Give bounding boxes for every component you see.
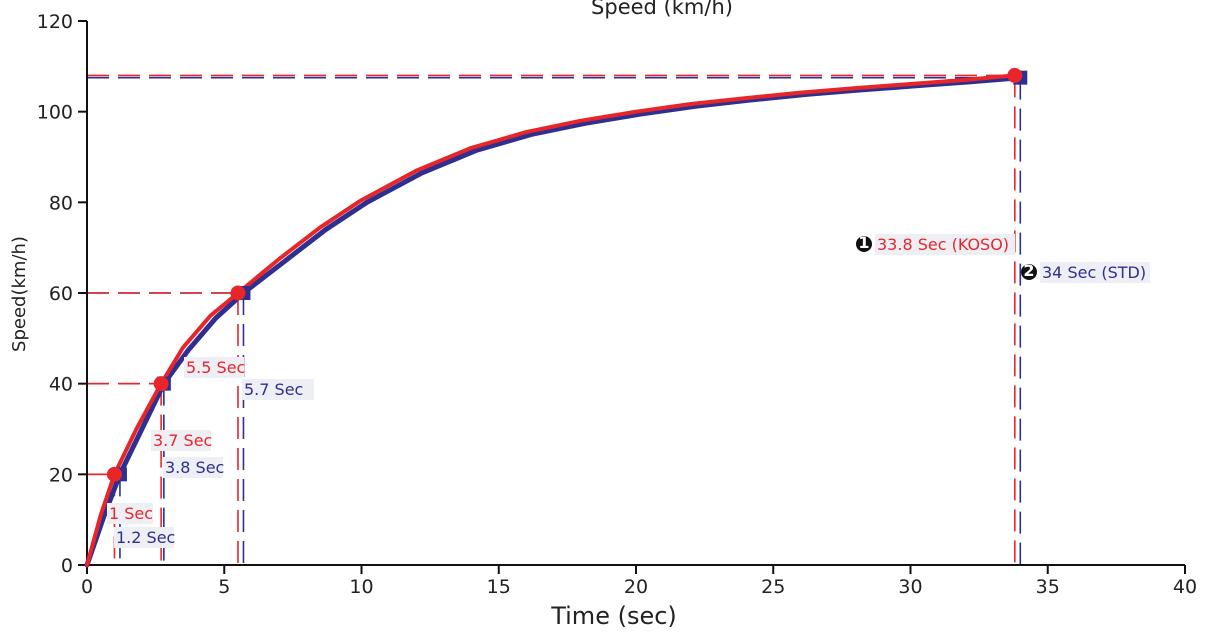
x-tick-label-10: 10 (349, 576, 373, 598)
annotation-bg-6 (875, 234, 1015, 255)
x-tick-label-35: 35 (1036, 576, 1060, 598)
series-line-std (84, 75, 1023, 568)
annotation-2: 3.7 Sec (151, 430, 212, 451)
y-tick-label-100: 100 (37, 102, 73, 124)
annotation-text: 33.8 Sec (KOSO) (877, 235, 1009, 254)
annotation-text: 34 Sec (STD) (1042, 263, 1146, 282)
x-tick-label-40: 40 (1173, 576, 1197, 598)
curves-layer (84, 73, 1023, 568)
x-tick-label-25: 25 (761, 576, 785, 598)
chart-title: Speed (km/h) (591, 0, 733, 19)
annotation-1: 1.2 Sec (114, 527, 175, 548)
annotation-bg-0 (107, 503, 153, 524)
annotation-3: 3.8 Sec (163, 457, 224, 478)
y-tick-label-60: 60 (49, 283, 73, 305)
series-line-koso (85, 73, 1017, 567)
marker-koso-3 (1007, 67, 1023, 83)
y-tick-label-20: 20 (49, 464, 73, 486)
annotation-bg-4 (184, 357, 244, 378)
x-tick-label-20: 20 (624, 576, 648, 598)
annotation-bg-1 (114, 527, 174, 548)
annotation-text: 3.8 Sec (165, 458, 224, 477)
annotation-text: 1 Sec (109, 504, 153, 523)
marker-koso-2 (230, 285, 246, 301)
badge-1-icon (856, 236, 872, 252)
x-tick-label-5: 5 (218, 576, 230, 598)
annotation-text: 5.7 Sec (244, 380, 303, 399)
marker-koso-0 (106, 466, 122, 482)
y-tick-label-40: 40 (49, 374, 73, 396)
x-tick-label-30: 30 (898, 576, 922, 598)
annotation-0: 1 Sec (107, 503, 153, 524)
annotation-4: 5.5 Sec (184, 357, 245, 378)
annotation-text: 1.2 Sec (116, 528, 175, 547)
y-tick-label-0: 0 (61, 555, 73, 577)
marker-koso-1 (153, 376, 169, 392)
annotation-bg-7 (1040, 262, 1150, 283)
annotation-bg-3 (163, 457, 223, 478)
y-tick-label-120: 120 (37, 11, 73, 33)
y-tick-label-80: 80 (49, 192, 73, 214)
annotations-layer: 1 Sec 1.2 Sec 3.7 Sec 3.8 Sec 5.5 Sec 5.7 Sec… (107, 233, 1150, 548)
y-axis-title: Speed(km/h) (9, 236, 30, 352)
annotation-bg-2 (151, 430, 211, 451)
x-tick-label-0: 0 (81, 576, 93, 598)
annotation-text: 3.7 Sec (153, 431, 212, 450)
badge-number: 1 (858, 233, 869, 252)
badge-number: 2 (1023, 261, 1034, 280)
badge-2-icon (1021, 264, 1037, 280)
markers-layer (106, 67, 1028, 482)
axes-layer: 0 5 10 15 20 25 30 35 40 0 20 40 60 80 100 120 (37, 11, 1197, 598)
x-tick-label-15: 15 (487, 576, 511, 598)
annotation-5: 5.7 Sec (242, 379, 314, 400)
guide-lines-layer (87, 74, 1022, 565)
x-axis-title: Time (sec) (550, 602, 677, 630)
annotation-bg-5 (242, 379, 314, 400)
annotation-6: 1 33.8 Sec (KOSO) (856, 233, 1015, 255)
annotation-7: 2 34 Sec (STD) (1021, 261, 1150, 283)
annotation-text: 5.5 Sec (186, 358, 245, 377)
